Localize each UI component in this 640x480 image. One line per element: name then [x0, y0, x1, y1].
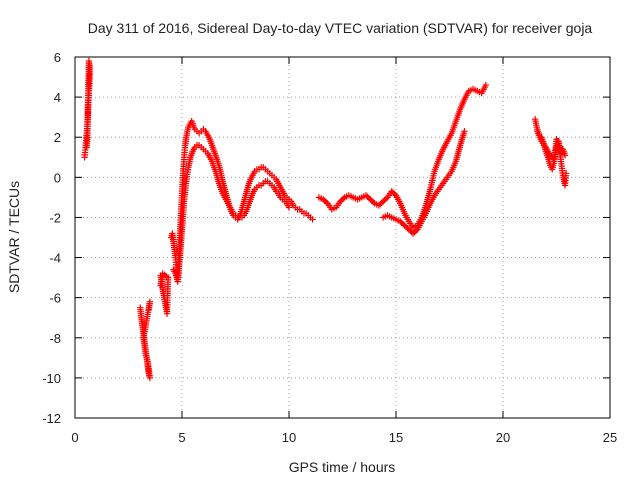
y-tick-labels: -12 -10 -8 -6 -4 -2 0 2 4 6: [42, 50, 61, 426]
x-tick-label: 10: [282, 430, 296, 445]
data-point: [482, 81, 490, 89]
data-point: [561, 152, 569, 159]
data-point: [285, 204, 293, 211]
x-axis-label: GPS time / hours: [289, 459, 396, 475]
chart-title: Day 311 of 2016, Sidereal Day-to-day VTE…: [88, 20, 593, 36]
x-tick-labels: 0 5 10 15 20 25: [71, 430, 617, 445]
y-axis-label: SDTVAR / TECUs: [6, 181, 22, 293]
y-tick-label: -10: [42, 371, 61, 386]
y-tick-label: -4: [49, 251, 61, 266]
data-point: [412, 227, 420, 235]
data-points: [81, 57, 570, 382]
y-tick-label: -6: [49, 291, 61, 306]
y-tick-label: 0: [54, 170, 61, 185]
y-tick-label: -8: [49, 331, 61, 346]
x-tick-label: 15: [389, 430, 403, 445]
data-point: [391, 190, 398, 198]
data-point: [157, 282, 164, 289]
data-point: [145, 306, 153, 313]
data-point: [83, 144, 90, 151]
x-tick-label: 25: [603, 430, 617, 445]
axis-ticks: [74, 56, 611, 419]
data-point: [322, 198, 330, 206]
data-point: [382, 195, 390, 202]
data-point: [340, 195, 347, 202]
x-tick-label: 0: [71, 430, 78, 445]
y-tick-label: 4: [54, 90, 61, 105]
data-point: [369, 198, 377, 206]
y-tick-label: -12: [42, 411, 61, 426]
y-tick-label: 2: [54, 130, 61, 145]
data-point: [562, 170, 570, 177]
x-tick-label: 5: [178, 430, 185, 445]
data-point: [461, 128, 468, 135]
x-tick-label: 20: [496, 430, 510, 445]
y-tick-label: -2: [49, 210, 61, 225]
data-point: [309, 216, 316, 223]
plot-frame: [74, 56, 611, 419]
y-tick-label: 6: [54, 50, 61, 65]
